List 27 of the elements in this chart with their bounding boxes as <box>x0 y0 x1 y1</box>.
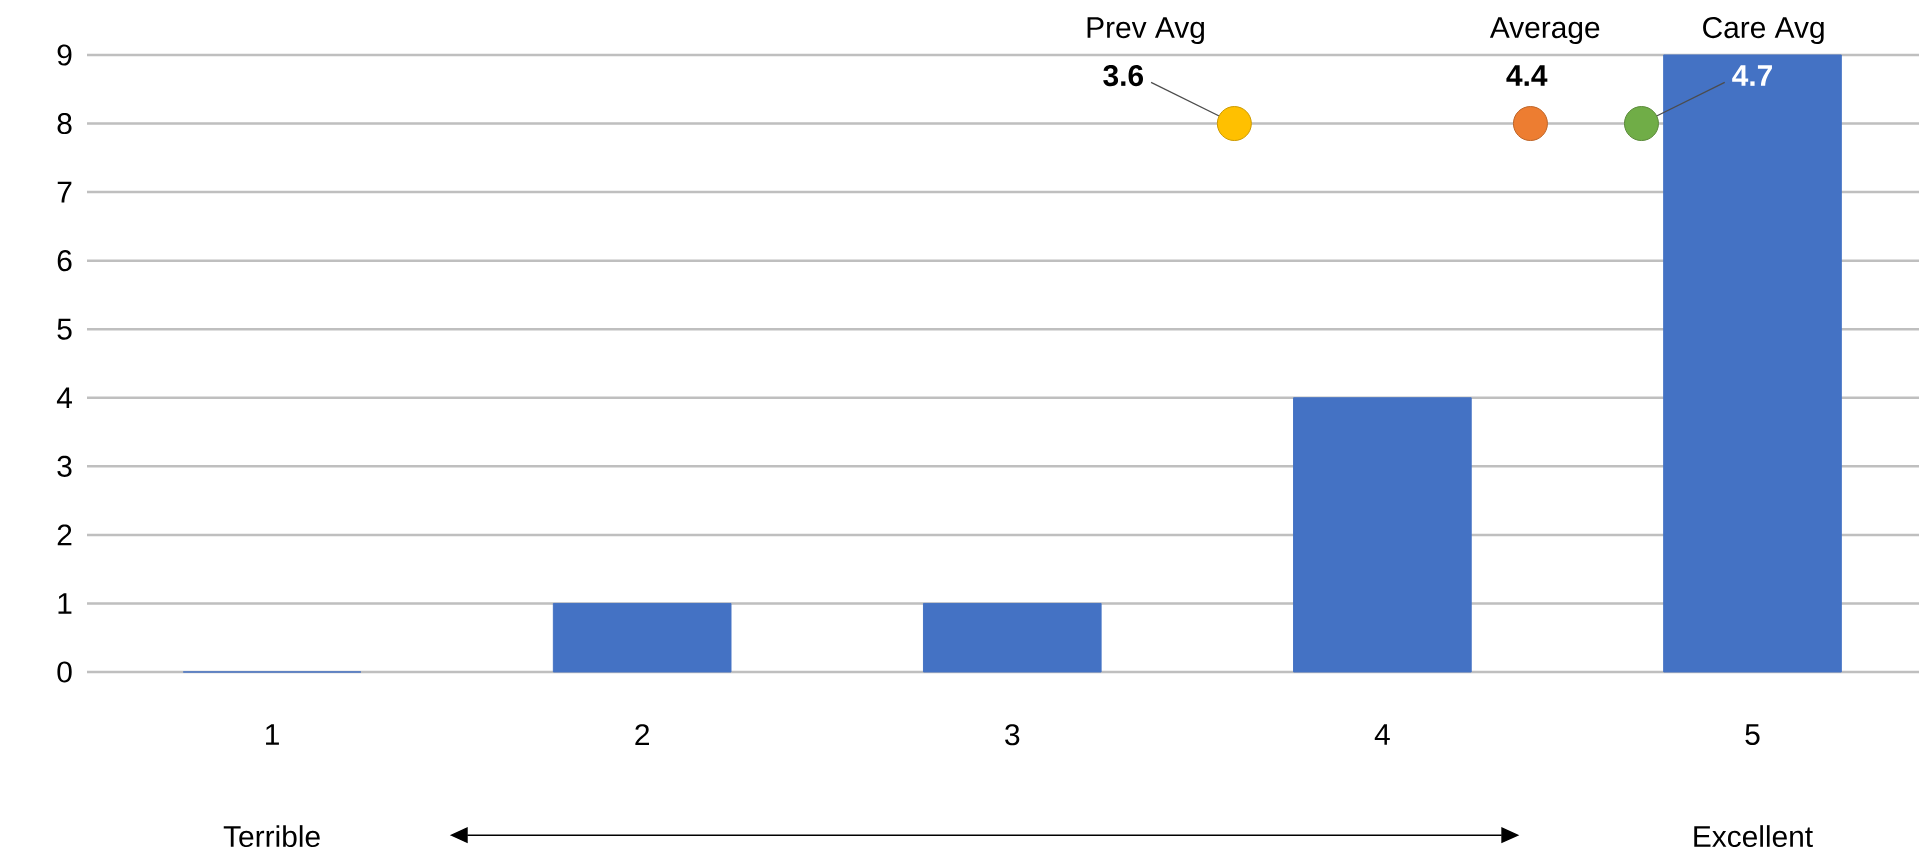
x-tick-label: 2 <box>635 724 649 746</box>
y-tick-label: 5 <box>57 318 72 340</box>
y-tick-label: 3 <box>57 455 72 477</box>
y-tick-label: 2 <box>57 524 72 546</box>
x-tick-label: 1 <box>266 724 279 745</box>
y-tick-label: 1 <box>58 593 72 614</box>
bar <box>1293 397 1472 673</box>
y-tick-label: 9 <box>57 44 72 66</box>
bar <box>552 602 732 673</box>
x-tick-label: 5 <box>1745 724 1760 746</box>
annotation: 4.7 <box>1732 65 1772 86</box>
bar <box>922 602 1102 673</box>
text: Care Avg <box>1703 16 1824 45</box>
y-tick-label: 6 <box>57 250 72 272</box>
annotation: 4.4 <box>1506 65 1548 86</box>
text: Terrible <box>223 825 320 848</box>
y-tick-label: 7 <box>57 181 72 203</box>
x-tick-label: 3 <box>1005 724 1020 746</box>
text: Excellent <box>1694 825 1813 848</box>
annotation: 3.6 <box>1103 64 1144 87</box>
text: Prev Avg <box>1087 17 1204 45</box>
y-tick-label: 0 <box>57 661 72 683</box>
y-tick-label: 8 <box>57 112 72 135</box>
x-tick-label: 4 <box>1374 724 1390 745</box>
bar <box>1663 54 1842 673</box>
text: Average <box>1489 17 1600 45</box>
y-tick-label: 4 <box>56 387 72 409</box>
